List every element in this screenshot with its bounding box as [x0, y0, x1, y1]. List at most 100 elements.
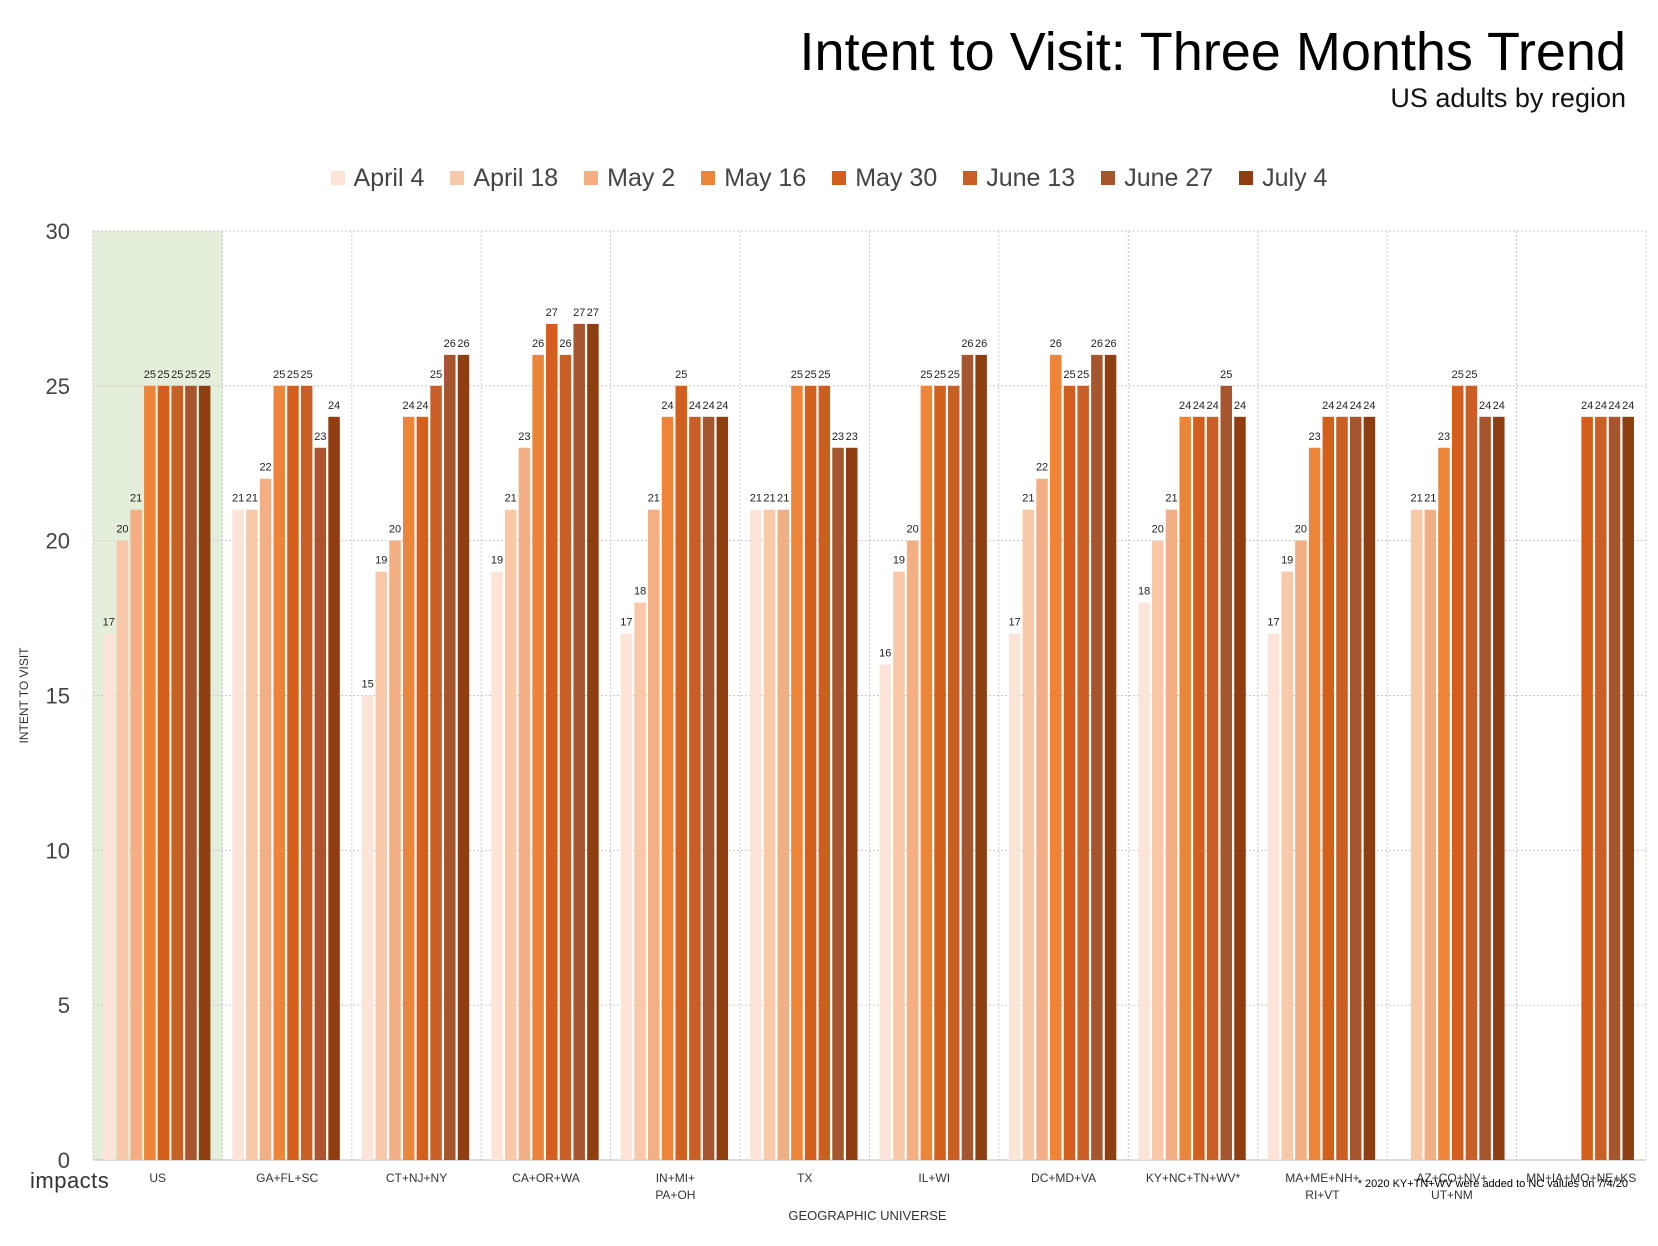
data-label: 25 [185, 369, 197, 381]
data-label: 20 [907, 524, 919, 536]
bar [675, 385, 687, 1160]
legend-label: May 30 [855, 163, 938, 192]
legend-item: April 4 [330, 164, 424, 193]
data-label: 24 [661, 400, 673, 412]
legend-swatch [584, 171, 599, 185]
legend-label: June 13 [986, 163, 1076, 192]
data-label: 24 [403, 400, 415, 412]
data-label: 21 [1410, 493, 1422, 505]
bar [1336, 416, 1348, 1160]
data-label: 21 [130, 493, 142, 505]
x-tick-label: KY+NC+TN+WV* [1146, 1171, 1241, 1185]
data-label: 24 [328, 400, 340, 412]
x-tick-label: UT+NM [1431, 1188, 1473, 1202]
bar [171, 385, 183, 1160]
data-label: 25 [1077, 369, 1089, 381]
y-tick-label: 10 [46, 838, 70, 863]
y-tick-label: 15 [46, 684, 70, 709]
legend-swatch [330, 171, 345, 185]
bar [1493, 416, 1505, 1160]
x-tick-label: CA+OR+WA [512, 1171, 580, 1185]
data-label: 25 [818, 369, 830, 381]
bar [287, 385, 299, 1160]
data-label: 24 [689, 400, 701, 412]
bar [273, 385, 286, 1160]
data-label: 26 [457, 338, 469, 350]
bar [1104, 354, 1117, 1160]
data-label: 17 [620, 617, 632, 629]
legend-label: May 2 [607, 163, 676, 192]
bar [116, 540, 129, 1160]
legend-swatch [701, 171, 716, 185]
data-label: 25 [675, 369, 687, 381]
chart-title: Intent to Visit: Three Months Trend [799, 22, 1626, 82]
data-label: 24 [1179, 400, 1191, 412]
data-label: 23 [1308, 431, 1320, 443]
legend-label: June 27 [1124, 163, 1214, 192]
data-label: 24 [702, 400, 714, 412]
bar [716, 416, 729, 1160]
data-label: 20 [116, 524, 128, 536]
bar [430, 385, 442, 1160]
bar [246, 509, 258, 1160]
bar [375, 571, 388, 1160]
bar [144, 385, 156, 1160]
data-label: 25 [171, 369, 183, 381]
data-label: 21 [1022, 493, 1034, 505]
data-label: 19 [1281, 555, 1293, 567]
data-label: 27 [573, 307, 585, 319]
y-tick-label: 20 [46, 529, 70, 554]
bar [1267, 633, 1280, 1160]
data-label: 21 [763, 493, 775, 505]
bar [1091, 354, 1103, 1160]
x-tick-label: PA+OH [655, 1188, 695, 1202]
data-label: 17 [1267, 617, 1279, 629]
bar [1451, 385, 1464, 1160]
bar [198, 385, 211, 1160]
data-label: 17 [103, 617, 115, 629]
data-label: 19 [893, 555, 905, 567]
bar [361, 695, 374, 1160]
data-label: 25 [287, 369, 299, 381]
x-tick-label: MA+ME+NH+ [1285, 1171, 1359, 1185]
bar [1281, 571, 1293, 1160]
bar [961, 354, 974, 1160]
data-label: 21 [1424, 493, 1436, 505]
legend-swatch [1101, 171, 1116, 185]
bar [1308, 447, 1321, 1160]
data-label: 24 [1608, 400, 1620, 412]
data-label: 18 [634, 586, 646, 598]
data-label: 24 [1322, 400, 1334, 412]
bar [702, 416, 715, 1160]
bar [1410, 509, 1423, 1160]
bar [750, 509, 762, 1160]
bar [1206, 416, 1219, 1160]
bar [845, 447, 858, 1160]
data-label: 25 [1452, 369, 1464, 381]
bar [648, 509, 660, 1160]
data-label: 25 [1063, 369, 1075, 381]
bar [259, 478, 272, 1160]
bar [893, 571, 905, 1160]
legend-item: May 16 [701, 164, 806, 193]
bar [1234, 416, 1246, 1160]
bar [130, 509, 142, 1160]
legend-swatch [963, 171, 978, 185]
bar [1220, 385, 1233, 1160]
legend-item: June 27 [1101, 164, 1213, 193]
bar [402, 416, 415, 1160]
bar [763, 509, 776, 1160]
data-label: 19 [375, 555, 387, 567]
bar [532, 354, 544, 1160]
bar [573, 323, 585, 1160]
bar [389, 540, 401, 1160]
data-label: 26 [1104, 338, 1116, 350]
bar [491, 571, 503, 1160]
bar [832, 447, 844, 1160]
bar [1077, 385, 1089, 1160]
data-label: 21 [232, 493, 244, 505]
bar [1179, 416, 1191, 1160]
bar [689, 416, 701, 1160]
data-label: 23 [518, 431, 530, 443]
